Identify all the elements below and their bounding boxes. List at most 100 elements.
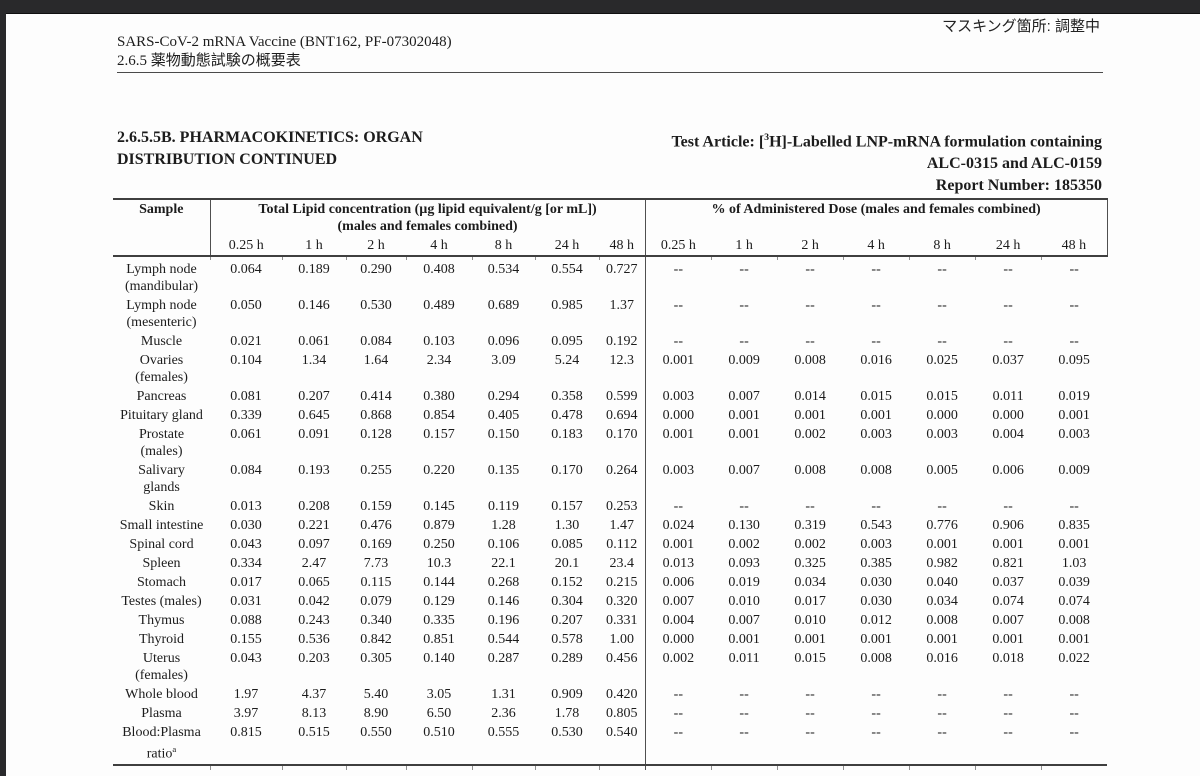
lipid-header-line2: (males and females combined) bbox=[337, 219, 518, 234]
lipid-value-cell: 0.554 bbox=[551, 262, 583, 277]
lipid-value-cell: 0.079 bbox=[360, 594, 392, 609]
lipid-value-cell: 0.146 bbox=[487, 594, 520, 609]
dose-value-cell: 0.010 bbox=[794, 613, 826, 628]
lipid-value-cell: 0.334 bbox=[230, 556, 262, 571]
lipid-value-cell: 0.380 bbox=[423, 389, 455, 404]
dose-value-cell: -- bbox=[1003, 334, 1013, 349]
dose-value-cell: 0.019 bbox=[1058, 389, 1090, 404]
footnote-marker: a bbox=[172, 744, 177, 754]
dose-value-cell: 0.024 bbox=[644, 516, 712, 535]
lipid-value-cell: 0.805 bbox=[606, 706, 638, 721]
dose-value-cell: 0.001 bbox=[644, 425, 712, 461]
lipid-value-cell: 0.540 bbox=[606, 725, 638, 740]
lipid-value-cell: 0.150 bbox=[487, 427, 520, 442]
column-tick bbox=[710, 763, 778, 770]
lipid-value-cell: 0.320 bbox=[606, 594, 638, 609]
column-tick bbox=[209, 763, 282, 770]
dose-value-cell: 0.000 bbox=[644, 630, 712, 649]
dose-value-cell: 0.005 bbox=[926, 463, 958, 478]
dose-value-cell: -- bbox=[1003, 687, 1013, 702]
column-tick bbox=[471, 763, 535, 770]
lipid-value-cell: 10.3 bbox=[426, 556, 452, 571]
dose-value-cell: 0.003 bbox=[644, 461, 712, 497]
sample-name-line: (females) bbox=[135, 370, 188, 385]
section-divider-tick bbox=[644, 763, 712, 770]
column-tick bbox=[908, 256, 976, 260]
time-header-dose-1: 1 h bbox=[711, 236, 778, 257]
dose-value-cell: -- bbox=[644, 260, 712, 296]
table-row: Salivary glands 0.084 0.193 0.255 0.220 0.135 0… bbox=[113, 461, 1107, 497]
dose-value-cell: 0.001 bbox=[644, 535, 712, 554]
lipid-value-cell: 0.694 bbox=[606, 408, 638, 423]
dose-value-cell: -- bbox=[1069, 334, 1079, 349]
dose-value-cell: 0.821 bbox=[992, 556, 1024, 571]
pk-table: Sample Total Lipid concentration (µg lip… bbox=[113, 198, 1108, 770]
dose-value-cell: 0.037 bbox=[992, 575, 1024, 590]
lipid-value-cell: 2.36 bbox=[491, 706, 516, 721]
sample-cell: Lymph node (mesenteric) bbox=[113, 296, 210, 332]
lipid-value-cell: 0.550 bbox=[360, 725, 392, 740]
lipid-value-cell: 0.088 bbox=[230, 613, 262, 628]
sample-name-line: (males) bbox=[140, 444, 183, 459]
lipid-value-cell: 1.31 bbox=[491, 687, 516, 702]
report-number: Report Number: 185350 bbox=[935, 177, 1102, 195]
lipid-value-cell: 0.104 bbox=[230, 353, 262, 368]
dose-value-cell: 0.906 bbox=[992, 518, 1024, 533]
lipid-value-cell: 0.414 bbox=[360, 389, 392, 404]
lipid-value-cell: 8.90 bbox=[363, 706, 389, 721]
dose-value-cell: 0.016 bbox=[926, 651, 958, 666]
lipid-value-cell: 1.34 bbox=[301, 353, 327, 368]
time-header-lipid-4: 8 h bbox=[472, 236, 535, 257]
window-top-bar bbox=[0, 0, 1200, 14]
sample-name-line: Prostate bbox=[138, 427, 185, 442]
sample-cell: Skin bbox=[113, 497, 210, 516]
lipid-value-cell: 0.207 bbox=[298, 389, 330, 404]
lipid-value-cell: 2.34 bbox=[426, 353, 452, 368]
table-row: Blood:Plasma ratioa 0.815 0.515 0.550 0.510 0.… bbox=[113, 723, 1107, 765]
dose-value-cell: 0.093 bbox=[728, 556, 760, 571]
lipid-value-cell: 0.243 bbox=[298, 613, 330, 628]
lipid-value-cell: 2.47 bbox=[301, 556, 327, 571]
lipid-value-cell: 0.304 bbox=[551, 594, 583, 609]
dose-value-cell: 0.319 bbox=[794, 518, 826, 533]
dose-value-cell: 0.001 bbox=[992, 537, 1024, 552]
dose-value-cell: -- bbox=[739, 334, 749, 349]
dose-value-cell: -- bbox=[805, 687, 815, 702]
time-header-lipid-3: 4 h bbox=[406, 236, 472, 257]
dose-value-cell: -- bbox=[739, 687, 749, 702]
dose-value-cell: 0.006 bbox=[644, 573, 712, 592]
sample-name-line: Spleen bbox=[142, 556, 181, 571]
table-row: Skin 0.013 0.208 0.159 0.145 0.119 0.157 0.253-… bbox=[113, 497, 1107, 516]
lipid-value-cell: 0.064 bbox=[230, 262, 262, 277]
sample-cell: Plasma bbox=[113, 704, 210, 723]
dose-value-cell: 0.011 bbox=[728, 651, 760, 666]
dose-value-cell: -- bbox=[644, 296, 712, 332]
dose-value-cell: -- bbox=[644, 723, 712, 765]
dose-value-cell: -- bbox=[739, 298, 749, 313]
lipid-value-cell: 0.510 bbox=[423, 725, 455, 740]
dose-value-cell: 0.001 bbox=[794, 408, 826, 423]
dose-value-cell: 0.001 bbox=[1058, 632, 1090, 647]
dose-value-cell: -- bbox=[644, 497, 712, 516]
dose-value-cell: 0.543 bbox=[860, 518, 892, 533]
section-divider-tick bbox=[644, 256, 712, 260]
lipid-value-cell: 0.145 bbox=[423, 499, 455, 514]
dose-value-cell: -- bbox=[805, 298, 815, 313]
column-tick bbox=[113, 763, 210, 770]
dose-value-cell: 0.015 bbox=[926, 389, 958, 404]
lipid-value-cell: 0.530 bbox=[360, 298, 392, 313]
lipid-value-cell: 0.851 bbox=[423, 632, 455, 647]
dose-value-cell: -- bbox=[871, 499, 881, 514]
sample-name-line: Skin bbox=[148, 499, 175, 514]
lipid-value-cell: 0.061 bbox=[230, 427, 262, 442]
lipid-value-cell: 0.255 bbox=[360, 463, 392, 478]
lipid-value-cell: 0.420 bbox=[606, 687, 638, 702]
sample-name-line: glands bbox=[143, 480, 180, 495]
dose-value-cell: -- bbox=[739, 725, 749, 740]
column-tick bbox=[405, 763, 472, 770]
lipid-value-cell: 0.193 bbox=[298, 463, 330, 478]
test-article-prefix: Test Article: [ bbox=[671, 133, 765, 151]
lipid-value-cell: 0.287 bbox=[487, 651, 520, 666]
dose-value-cell: 0.004 bbox=[992, 427, 1024, 442]
lipid-value-cell: 0.220 bbox=[423, 463, 455, 478]
